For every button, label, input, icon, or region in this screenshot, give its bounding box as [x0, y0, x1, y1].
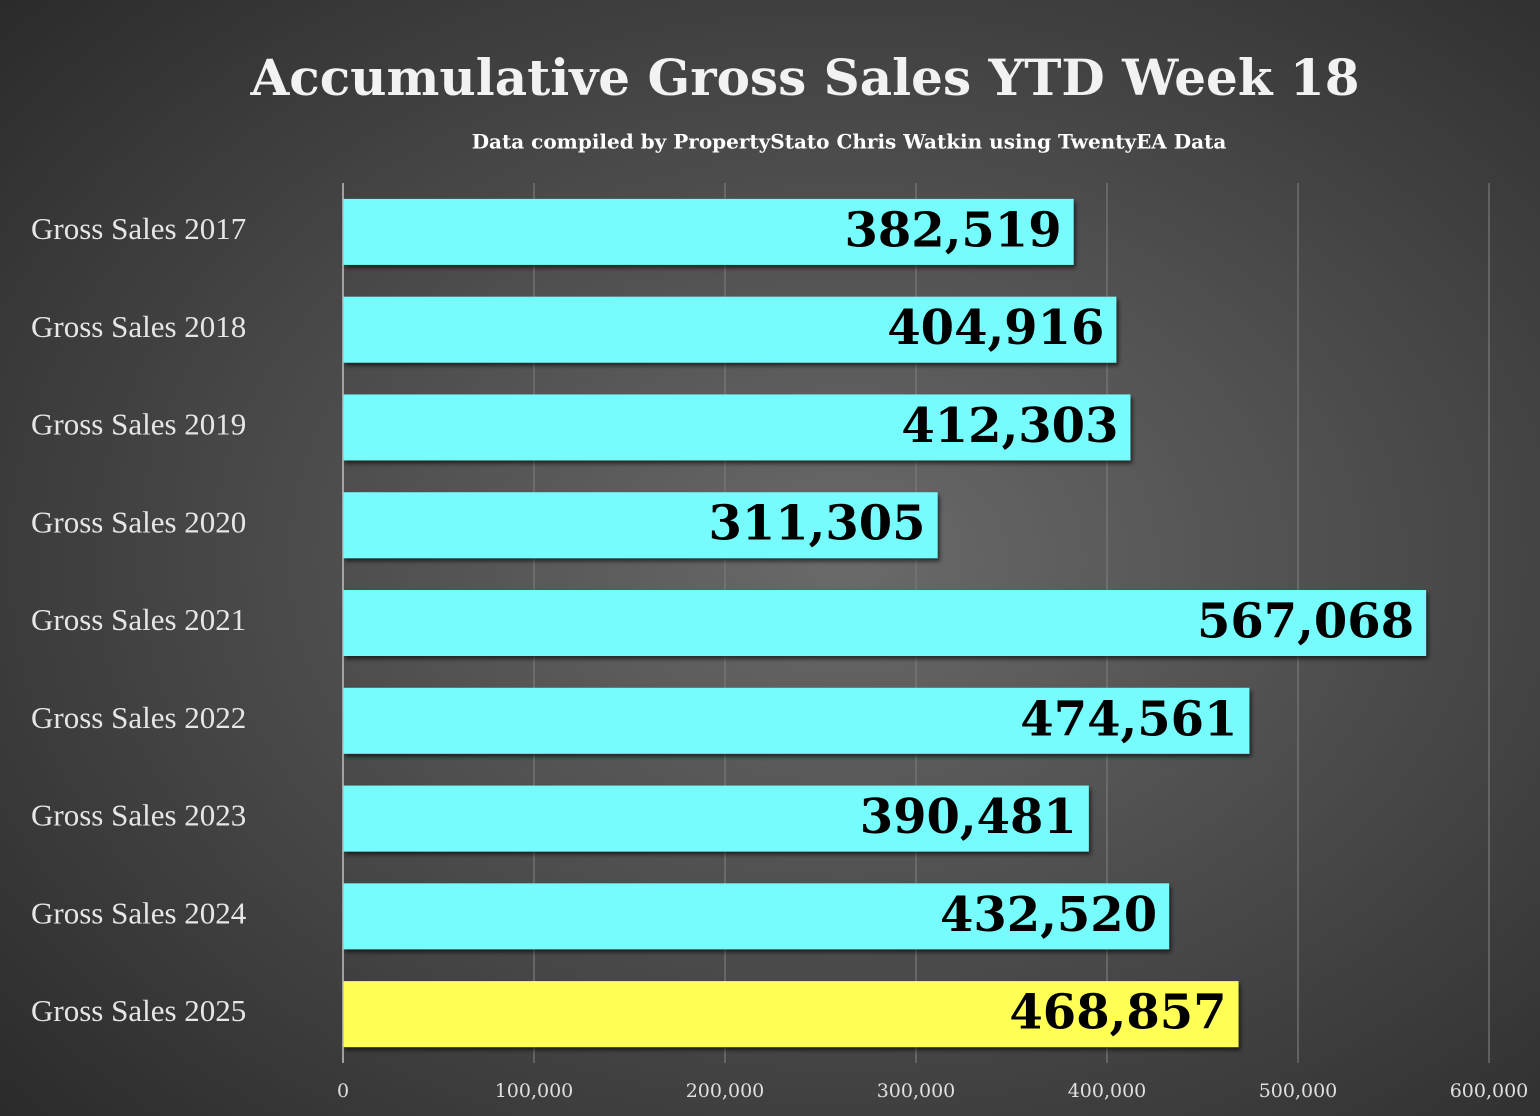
chart-subtitle: Data compiled by PropertyStato Chris Wat… — [472, 130, 1227, 154]
x-tick-label: 300,000 — [877, 1080, 956, 1102]
y-tick-label: Gross Sales 2017 — [31, 211, 246, 246]
value-label: 567,068 — [1197, 594, 1414, 650]
y-tick-label: Gross Sales 2018 — [31, 309, 246, 344]
y-tick-label: Gross Sales 2023 — [31, 798, 246, 833]
bar — [343, 883, 1170, 950]
bar — [343, 296, 1117, 363]
y-tick-label: Gross Sales 2022 — [31, 700, 246, 735]
x-tick-label: 600,000 — [1450, 1080, 1529, 1102]
x-tick-label: 400,000 — [1068, 1080, 1147, 1102]
bar — [343, 785, 1089, 852]
bar — [343, 981, 1239, 1048]
bar — [343, 198, 1074, 265]
value-label: 390,481 — [860, 789, 1077, 845]
y-tick-label: Gross Sales 2020 — [31, 504, 246, 539]
y-tick-label: Gross Sales 2019 — [31, 407, 246, 442]
y-tick-label: Gross Sales 2021 — [31, 602, 246, 637]
value-label: 311,305 — [708, 496, 925, 552]
x-tick-label: 100,000 — [495, 1080, 574, 1102]
value-label: 468,857 — [1009, 985, 1226, 1041]
plot-area: 0 100,000 200,000 300,000 400,000 500,000 600,… — [31, 183, 1528, 1102]
x-tick-label: 500,000 — [1259, 1080, 1338, 1102]
x-tick-label: 0 — [337, 1080, 349, 1102]
value-label: 432,520 — [940, 887, 1157, 943]
x-tick-label: 200,000 — [686, 1080, 765, 1102]
value-label: 474,561 — [1020, 691, 1237, 747]
bar — [343, 394, 1131, 461]
bar — [343, 492, 938, 559]
value-label: 412,303 — [901, 398, 1118, 454]
value-label: 382,519 — [845, 202, 1062, 258]
y-tick-label: Gross Sales 2025 — [31, 993, 246, 1028]
bar — [343, 590, 1427, 656]
value-label: 404,916 — [887, 300, 1104, 356]
chart-title: Accumulative Gross Sales YTD Week 18 — [249, 48, 1359, 107]
bar — [343, 687, 1250, 754]
y-tick-label: Gross Sales 2024 — [31, 895, 247, 930]
